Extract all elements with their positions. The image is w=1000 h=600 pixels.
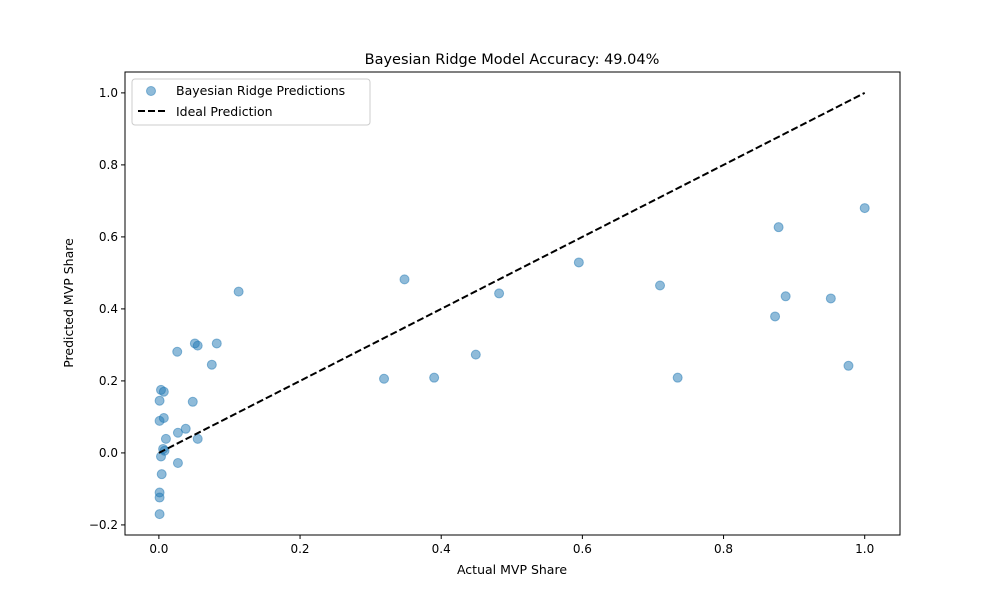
data-point <box>187 396 198 407</box>
data-point <box>180 423 191 434</box>
data-point <box>843 360 854 371</box>
chart-title: Bayesian Ridge Model Accuracy: 49.04% <box>365 52 660 68</box>
data-point <box>859 203 870 214</box>
data-point <box>172 457 183 468</box>
data-point <box>825 293 836 304</box>
plot-area <box>154 91 870 520</box>
legend-box <box>131 78 371 126</box>
data-point <box>233 286 244 297</box>
data-point <box>154 492 165 503</box>
data-point <box>155 451 166 462</box>
x-tick-label: 1.0 <box>855 542 874 556</box>
legend-marker-predictions <box>146 86 156 96</box>
data-point <box>379 373 390 384</box>
y-tick-label: 0.6 <box>99 230 118 244</box>
legend-label-ideal: Ideal Prediction <box>176 104 273 119</box>
x-tick-label: 0.4 <box>432 542 451 556</box>
y-axis-label: Predicted MVP Share <box>61 238 76 368</box>
data-point <box>154 509 165 520</box>
x-tick-label: 0.0 <box>149 542 168 556</box>
data-point <box>156 469 167 480</box>
x-tick-label: 0.6 <box>573 542 592 556</box>
data-point <box>158 412 169 423</box>
data-point <box>192 433 203 444</box>
data-point <box>773 222 784 233</box>
data-point <box>399 274 410 285</box>
y-axis: −0.2 0.0 0.2 0.4 0.6 0.8 1.0 <box>89 86 125 532</box>
legend-label-predictions: Bayesian Ridge Predictions <box>176 83 345 98</box>
data-point <box>770 311 781 322</box>
y-tick-label: 0.0 <box>99 446 118 460</box>
x-tick-label: 0.8 <box>714 542 733 556</box>
data-point <box>655 280 666 291</box>
data-point <box>573 257 584 268</box>
data-point <box>192 340 203 351</box>
data-point <box>158 386 169 397</box>
y-tick-label: 0.8 <box>99 158 118 172</box>
data-point <box>211 338 222 349</box>
x-tick-label: 0.2 <box>290 542 309 556</box>
x-axis: 0.0 0.2 0.4 0.6 0.8 1.0 <box>149 535 874 556</box>
y-tick-label: 0.2 <box>99 374 118 388</box>
x-axis-label: Actual MVP Share <box>457 562 567 577</box>
data-point <box>160 433 171 444</box>
data-point <box>494 288 505 299</box>
data-point <box>206 359 217 370</box>
data-point <box>172 427 183 438</box>
y-tick-label: 1.0 <box>99 86 118 100</box>
data-point <box>154 395 165 406</box>
data-point <box>172 346 183 357</box>
data-point <box>780 291 791 302</box>
y-tick-label: −0.2 <box>89 518 118 532</box>
ideal-prediction-line <box>158 91 866 454</box>
data-point <box>429 372 440 383</box>
data-point <box>672 372 683 383</box>
axes-frame <box>124 71 901 536</box>
data-point <box>470 349 481 360</box>
y-tick-label: 0.4 <box>99 302 118 316</box>
legend: Bayesian Ridge Predictions Ideal Predict… <box>131 78 371 126</box>
